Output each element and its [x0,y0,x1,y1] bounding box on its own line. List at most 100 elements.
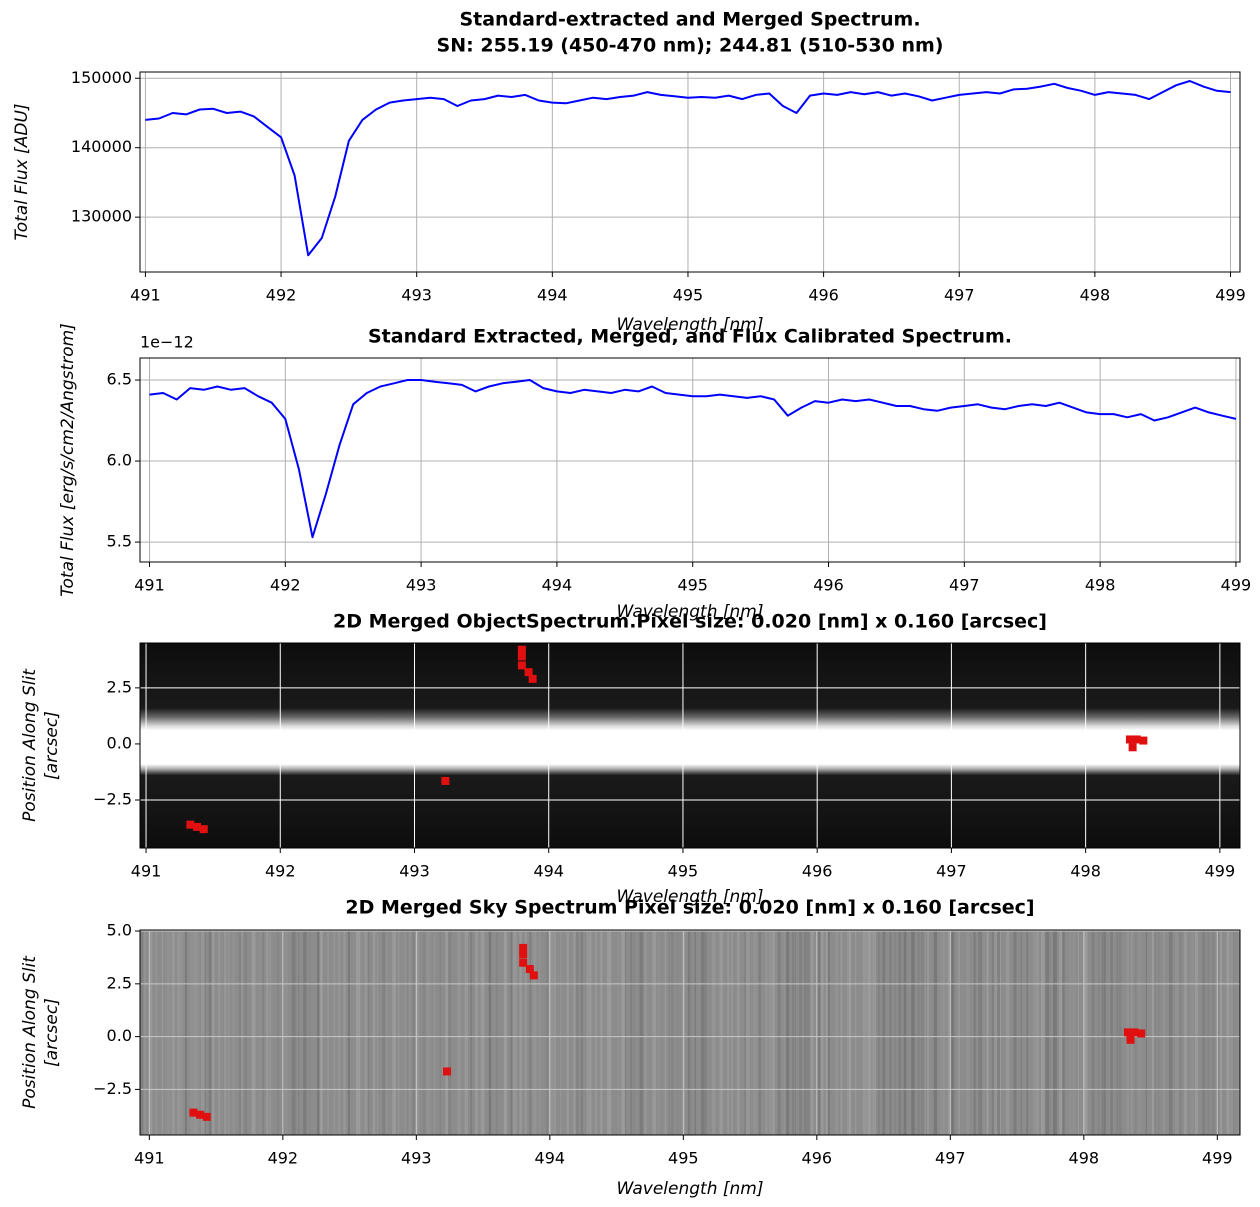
bad-pixel [1126,1035,1135,1044]
texture [617,930,619,1135]
image [140,930,1240,1135]
texture [727,930,730,1135]
x-tick-label: 491 [134,1149,165,1168]
texture [1145,930,1148,1135]
texture [343,930,346,1135]
texture [319,930,323,1135]
texture [689,930,692,1135]
axes-frame [139,929,1241,1136]
texture [1077,930,1079,1135]
texture [621,930,625,1135]
texture [687,930,692,1135]
texture [316,930,321,1135]
texture [862,930,866,1135]
x-tick-label: 495 [668,1149,699,1168]
texture [303,930,307,1135]
texture [855,930,857,1135]
bad-pixel [517,661,526,670]
x-tick-label: 492 [268,1149,299,1168]
texture [947,930,951,1135]
texture [398,930,400,1135]
texture [933,930,938,1135]
texture [510,930,513,1135]
texture [376,930,378,1135]
texture [606,930,611,1135]
texture [266,930,269,1135]
axes-frame [139,71,1241,273]
texture [737,930,740,1135]
texture [333,930,336,1135]
texture [765,930,768,1135]
texture [488,930,492,1135]
texture [1238,930,1240,1135]
texture [786,930,790,1135]
bad-pixel [519,943,528,952]
bad-pixel [199,825,208,834]
texture [474,930,479,1135]
y-tick-label: 5.5 [107,532,132,551]
texture [1154,930,1156,1135]
texture [973,930,976,1135]
texture [942,930,945,1135]
x-tick-label: 492 [270,576,301,595]
texture [166,930,171,1135]
texture [777,930,781,1135]
x-tick-label: 496 [802,1149,833,1168]
texture [439,930,441,1135]
bad-pixel [1139,736,1148,745]
x-tick-label: 491 [134,576,165,595]
texture [513,930,517,1135]
spectrum-line [145,80,1231,257]
texture [704,930,707,1135]
bad-pixel [443,1067,452,1076]
texture [184,930,187,1135]
texture [496,930,498,1135]
bad-pixel [1125,735,1134,744]
texture [986,930,989,1135]
texture [1118,930,1122,1135]
texture [238,930,242,1135]
bad-pixel [196,1110,205,1119]
x-tick-label: 491 [130,286,161,305]
texture [997,930,1001,1135]
texture [1179,930,1182,1135]
texture [469,930,473,1135]
texture [337,930,341,1135]
texture [1045,930,1050,1135]
texture [1184,930,1187,1135]
texture [326,930,330,1135]
texture [259,930,261,1135]
texture [664,930,667,1135]
texture [140,930,144,1135]
x-tick-label: 498 [1085,576,1116,595]
texture [445,930,448,1135]
bad-pixel [1128,743,1137,752]
bad-pixel [189,1108,198,1117]
texture [792,930,795,1135]
texture [794,930,796,1135]
bad-pixel [519,950,528,959]
x-tick-label: 494 [537,286,568,305]
bad-pixel [1132,735,1141,744]
texture [1101,930,1104,1135]
texture [204,930,207,1135]
texture [1059,930,1063,1135]
texture [1190,930,1194,1135]
texture [554,930,556,1135]
x-tick-label: 492 [265,862,296,881]
x-tick-label: 491 [131,862,162,881]
texture [1015,930,1017,1135]
texture [231,930,236,1135]
texture [566,930,570,1135]
texture [411,930,415,1135]
texture [364,930,369,1135]
texture [827,930,830,1135]
y-axis-label: Total Flux [ADU] [12,103,32,240]
texture [449,930,452,1135]
x-axis-label: Wavelength [nm] [616,887,763,907]
texture [1072,930,1076,1135]
y-axis-label: Position Along Slit [20,668,40,822]
texture [406,930,409,1135]
x-tick-label: 493 [399,862,430,881]
chart-title: SN: 255.19 (450-470 nm); 244.81 (510-530… [437,35,944,57]
